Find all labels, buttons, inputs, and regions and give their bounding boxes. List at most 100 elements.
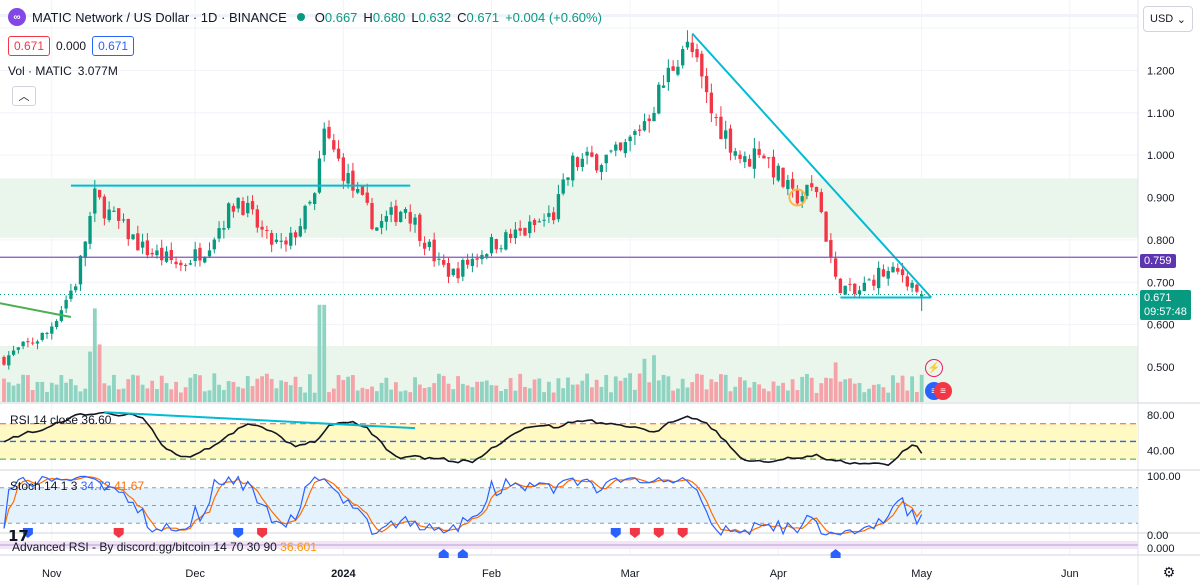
volume-bar — [126, 379, 131, 402]
candle-body — [136, 233, 140, 251]
volume-bar — [169, 389, 174, 402]
volume-bar — [327, 392, 331, 402]
volume-bar — [838, 381, 843, 402]
tradingview-logo[interactable]: 17 — [8, 527, 29, 545]
candle-body — [876, 267, 881, 289]
candle-body — [676, 66, 680, 75]
volume-bar — [413, 377, 417, 402]
volume-bar — [40, 381, 45, 402]
candle-body — [160, 247, 164, 261]
volume-bar — [69, 378, 73, 402]
candle-body — [31, 342, 35, 344]
time-axis-label: Mar — [621, 568, 640, 580]
signal-marker — [233, 528, 244, 538]
candle-body — [193, 249, 197, 262]
stoch-tick: 0.00 — [1147, 530, 1168, 542]
candle-body — [45, 332, 49, 334]
gear-icon[interactable]: ⚙ — [1162, 563, 1176, 580]
candle-body — [126, 219, 130, 240]
volume-bar — [303, 392, 308, 402]
adv-rsi-label[interactable]: Advanced RSI - By discord.gg/bitcoin 14 … — [12, 540, 277, 554]
candle-body — [422, 242, 427, 249]
volume-bar — [867, 388, 871, 402]
volume-bar — [202, 391, 207, 402]
volume-bar — [809, 377, 814, 402]
volume-bar — [886, 392, 891, 402]
candle-body — [188, 263, 193, 265]
candle-body — [279, 240, 283, 242]
candle-body — [437, 258, 441, 260]
candle-body — [226, 203, 231, 229]
candle-body — [556, 194, 561, 220]
volume-bars — [2, 304, 924, 402]
volume-bar — [852, 383, 857, 402]
volume-bar — [317, 304, 322, 402]
candle-body — [246, 202, 250, 214]
volume-bar — [699, 374, 704, 402]
candle-body — [50, 326, 54, 334]
candle-body — [657, 84, 661, 114]
last-price-value: 0.671 — [1144, 292, 1172, 304]
candle-body — [145, 240, 150, 256]
sell-price-button[interactable]: 0.671 — [8, 36, 51, 56]
candle-body — [513, 229, 518, 239]
time-axis-label: May — [911, 568, 932, 580]
volume-bar — [757, 384, 762, 402]
currency-select[interactable]: USD ⌄ — [1143, 6, 1193, 32]
time-axis-label: Nov — [42, 568, 62, 580]
buy-price-button[interactable]: 0.671 — [92, 36, 135, 56]
candle-body — [915, 284, 919, 292]
volume-bar — [503, 388, 508, 402]
volume-bar — [460, 383, 465, 402]
volume-bar — [580, 380, 585, 402]
volume-bar — [341, 379, 346, 402]
volume-bar — [427, 387, 432, 402]
collapse-legend-button[interactable]: ︿ — [12, 86, 36, 106]
candle-body — [724, 130, 728, 139]
volume-bar — [575, 384, 580, 402]
volume-bar — [871, 384, 876, 402]
volume-bar — [704, 389, 709, 402]
volume-bar — [795, 390, 800, 402]
signal-marker — [610, 528, 621, 538]
volume-bar — [21, 374, 26, 402]
lightning-icon[interactable]: ⚡ — [925, 359, 943, 377]
candle-body — [719, 116, 723, 140]
volume-bar — [174, 381, 178, 402]
volume-bar — [221, 389, 226, 402]
volume-bar — [790, 379, 795, 402]
volume-bar — [293, 376, 298, 402]
volume-bar — [824, 377, 828, 402]
candle-body — [289, 232, 293, 246]
volume-bar — [690, 382, 695, 402]
volume-bar — [843, 379, 848, 402]
candle-body — [900, 269, 905, 276]
candle-body — [896, 268, 900, 272]
bar-countdown: 09:57:48 — [1144, 306, 1187, 318]
volume-bar — [723, 374, 728, 402]
volume-bar — [16, 383, 21, 402]
volume-bar — [116, 389, 121, 402]
volume-bar — [241, 388, 245, 402]
volume-bar — [88, 351, 92, 402]
candle-body — [485, 254, 489, 257]
candle-body — [351, 170, 355, 191]
volume-bar — [2, 378, 6, 402]
candle-body — [504, 232, 508, 250]
volume-bar — [107, 385, 112, 402]
stoch-label[interactable]: Stoch 14 1 3 — [10, 479, 78, 493]
volume-bar — [131, 374, 135, 402]
rsi-label[interactable]: RSI 14 close — [10, 413, 79, 427]
rsi-band — [0, 423, 1138, 460]
symbol-title[interactable]: MATIC Network / US Dollar · 1D · BINANCE — [32, 9, 287, 25]
volume-bar — [728, 391, 733, 402]
volume-bar — [394, 382, 398, 402]
candle-body — [790, 178, 795, 189]
volume-label[interactable]: Vol · MATIC — [8, 64, 72, 78]
candle-body — [112, 210, 116, 212]
economic-event-icon[interactable]: ≡ — [934, 382, 952, 400]
candle-body — [700, 53, 704, 77]
volume-bar — [336, 375, 341, 402]
volume-bar — [642, 358, 647, 402]
